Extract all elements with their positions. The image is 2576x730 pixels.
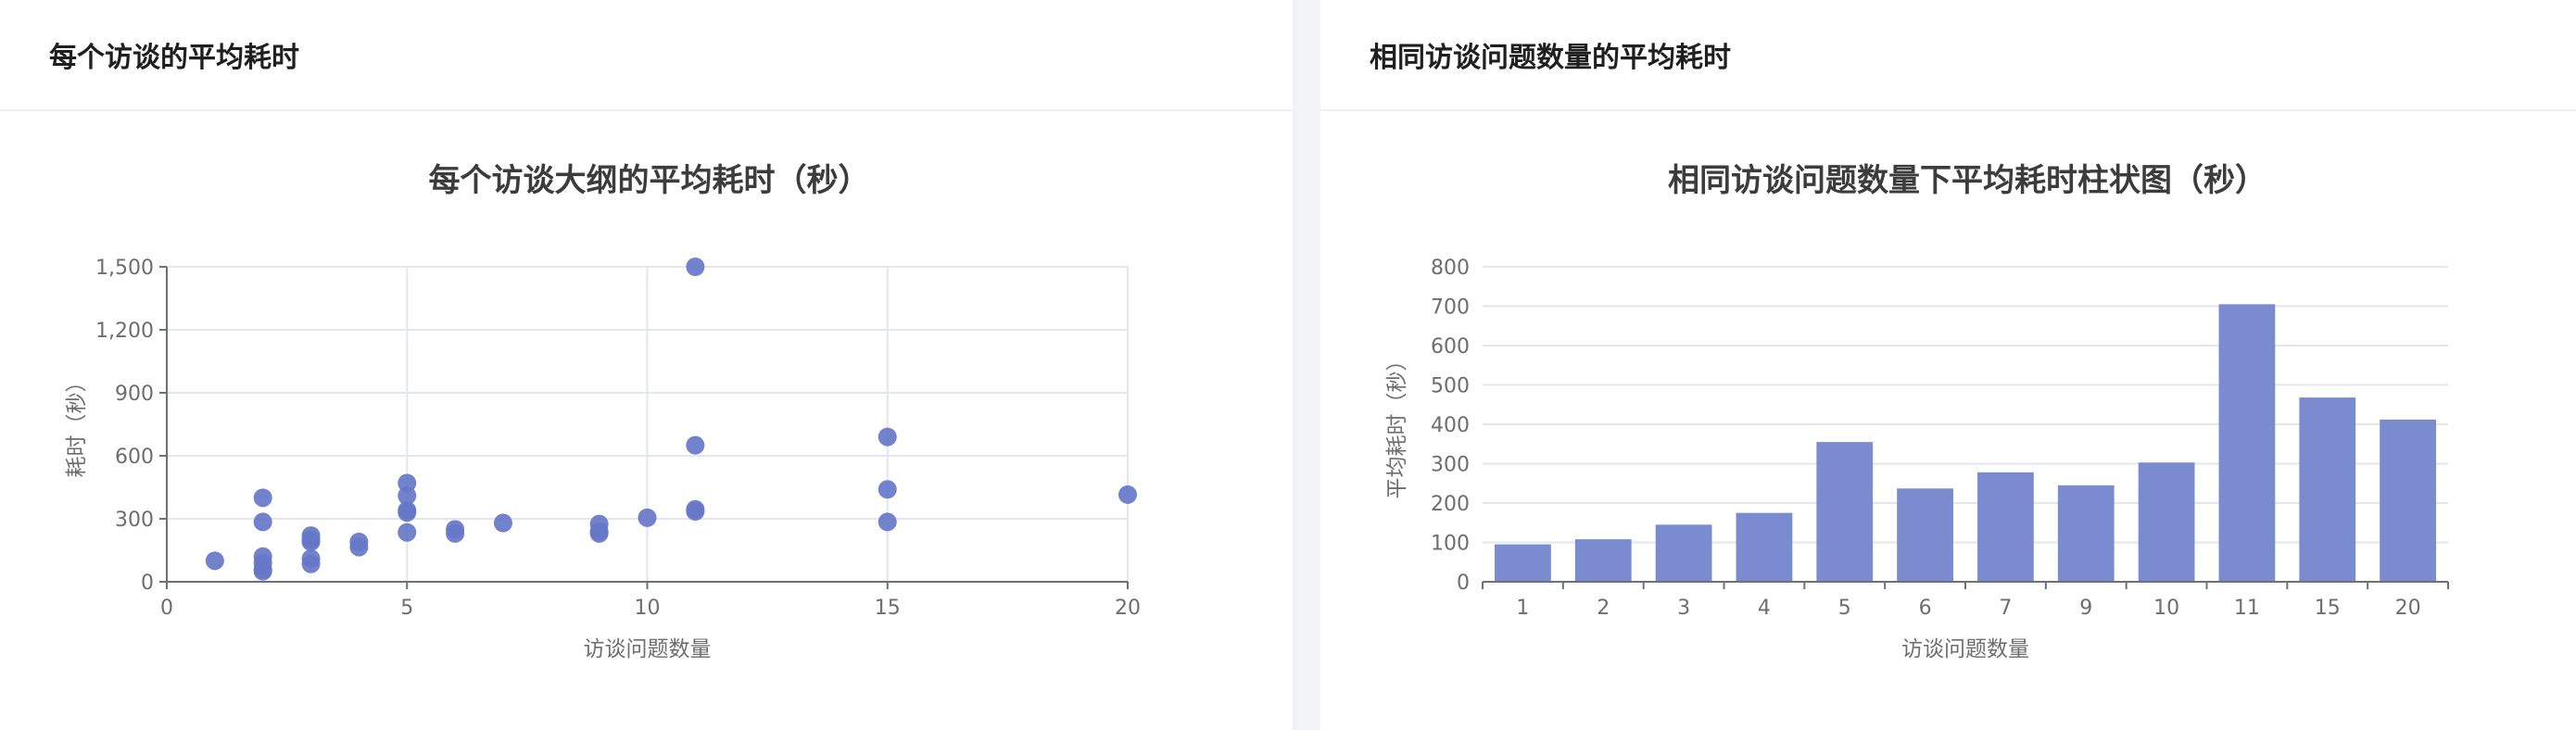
scatter-point [253,561,272,581]
bar [2057,485,2115,582]
x-tick-label: 9 [2079,597,2092,620]
bar [2380,419,2436,582]
scatter-point [398,503,417,522]
scatter-point [878,427,897,447]
scatter-point [686,502,705,522]
scatter-chart: 每个访谈大纲的平均耗时（秒） 0 300 600 900 1,200 1,500 0 5 10 15… [65,162,1141,661]
x-tick-label: 5 [1838,597,1851,620]
y-tick-label: 300 [115,509,154,532]
y-tick-label: 1,500 [95,257,154,280]
y-tick-label: 1,200 [95,320,154,343]
x-axis-title: 访谈问题数量 [584,637,712,661]
y-tick-label: 600 [1431,335,1470,359]
scatter-point [398,486,417,506]
y-tick-label: 800 [1431,257,1470,280]
y-tick-label: 300 [1431,454,1470,477]
y-tick-label: 700 [1431,296,1470,320]
x-tick-label: 5 [400,597,413,620]
scatter-point [1118,485,1137,504]
scatter-point [686,258,705,276]
bar [1574,539,1632,582]
panel-title: 相同访谈问题数量的平均耗时 [1320,0,2576,111]
x-tick-label: 3 [1677,597,1690,620]
bar [1816,442,1874,582]
bar [1897,488,1953,582]
bar [2299,397,2356,582]
scatter-point [493,513,512,533]
y-tick-label: 900 [115,383,154,406]
bar-chart: 相同访谈问题数量下平均耗时柱状图（秒） 0 100 200 300 400 500 600 70… [1385,162,2449,661]
y-tick-label: 0 [1457,572,1470,595]
x-tick-label: 11 [2234,597,2260,620]
scatter-point [878,480,897,499]
x-tick-label: 10 [2153,597,2179,620]
scatter-point [446,523,465,543]
x-tick-label: 6 [1919,597,1932,620]
scatter-point [349,537,369,557]
y-tick-label: 0 [141,572,154,595]
y-axis-title: 耗时（秒） [65,371,89,478]
bar [1977,472,2034,582]
x-axis-title: 访谈问题数量 [1901,637,2029,661]
scatter-point [205,551,224,571]
x-tick-label: 1 [1516,597,1529,620]
x-tick-label: 2 [1597,597,1610,620]
y-tick-label: 400 [1431,414,1470,437]
x-tick-label: 20 [1115,597,1141,620]
scatter-point [878,512,897,532]
x-tick-label: 7 [1999,597,2012,620]
bar [1655,524,1712,582]
x-tick-label: 10 [635,597,661,620]
bar [2218,304,2276,582]
scatter-point [589,523,609,543]
chart-title: 相同访谈问题数量下平均耗时柱状图（秒） [1668,162,2267,199]
y-tick-label: 200 [1431,493,1470,516]
scatter-point [398,522,417,542]
bar [1736,512,1793,582]
chart-title: 每个访谈大纲的平均耗时（秒） [429,162,870,199]
x-tick-label: 15 [875,597,901,620]
scatter-point [301,554,321,573]
x-tick-label: 20 [2395,597,2421,620]
scatter-panel: 每个访谈的平均耗时 每个访谈大纲的平均耗时（秒） 0 300 600 900 1,200 1… [0,0,1293,730]
x-tick-label: 15 [2315,597,2341,620]
scatter-point [638,508,657,527]
scatter-point [253,488,272,508]
panel-title: 每个访谈的平均耗时 [0,0,1293,111]
y-tick-label: 500 [1431,375,1470,398]
scatter-point [253,512,272,532]
y-tick-label: 600 [115,446,154,469]
bar [1495,544,1551,582]
bar-panel: 相同访谈问题数量的平均耗时 相同访谈问题数量下平均耗时柱状图（秒） 0 100 200… [1320,0,2576,730]
y-axis-title: 平均耗时（秒） [1385,350,1409,499]
bar [2138,462,2195,582]
x-tick-label: 0 [160,597,173,620]
scatter-point [686,435,705,455]
y-tick-label: 100 [1431,533,1470,556]
scatter-point [301,532,321,551]
x-tick-label: 4 [1758,597,1771,620]
